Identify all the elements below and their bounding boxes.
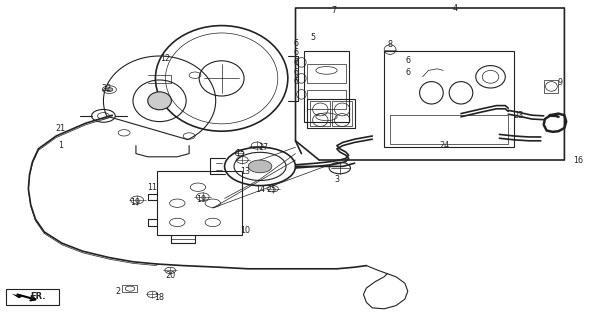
Bar bbox=[310, 101, 330, 126]
Ellipse shape bbox=[148, 92, 171, 110]
Bar bbox=[544, 80, 558, 93]
Text: 17: 17 bbox=[258, 143, 268, 152]
Text: 11: 11 bbox=[148, 183, 157, 192]
Polygon shape bbox=[12, 294, 22, 298]
Text: 5: 5 bbox=[311, 33, 316, 42]
Bar bbox=[307, 99, 355, 128]
Text: 2: 2 bbox=[116, 287, 121, 296]
Text: 22: 22 bbox=[101, 84, 112, 92]
Bar bbox=[390, 115, 508, 144]
Bar bbox=[384, 51, 514, 147]
Text: 6: 6 bbox=[293, 68, 298, 76]
Text: 1: 1 bbox=[58, 141, 63, 150]
Bar bbox=[307, 64, 346, 83]
Bar bbox=[6, 289, 59, 305]
Text: 14: 14 bbox=[255, 185, 265, 194]
Text: 23: 23 bbox=[514, 111, 524, 120]
Text: 8: 8 bbox=[388, 40, 392, 49]
Text: 6: 6 bbox=[405, 68, 410, 76]
Text: 12: 12 bbox=[160, 54, 171, 63]
Text: 13: 13 bbox=[241, 167, 250, 176]
Text: 19: 19 bbox=[196, 195, 206, 204]
Ellipse shape bbox=[248, 160, 272, 173]
Text: 6: 6 bbox=[293, 39, 298, 48]
Text: 6: 6 bbox=[405, 56, 410, 65]
Bar bbox=[304, 51, 349, 122]
Text: 6: 6 bbox=[293, 58, 298, 67]
Text: 7: 7 bbox=[332, 6, 336, 15]
Bar bbox=[157, 171, 242, 235]
Text: 15: 15 bbox=[235, 149, 245, 158]
Text: 25: 25 bbox=[267, 185, 277, 194]
Bar bbox=[332, 101, 352, 126]
Bar bbox=[307, 90, 346, 109]
Ellipse shape bbox=[106, 88, 113, 92]
Text: 9: 9 bbox=[558, 78, 563, 87]
Text: 4: 4 bbox=[453, 4, 457, 13]
Text: 20: 20 bbox=[165, 271, 176, 280]
Text: 6: 6 bbox=[293, 77, 298, 86]
Text: 10: 10 bbox=[241, 226, 250, 235]
Text: 16: 16 bbox=[573, 156, 583, 164]
Text: 18: 18 bbox=[155, 293, 164, 302]
Text: 24: 24 bbox=[439, 141, 450, 150]
Text: 3: 3 bbox=[335, 175, 339, 184]
Text: 21: 21 bbox=[55, 124, 66, 132]
Bar bbox=[122, 285, 137, 292]
Text: 6: 6 bbox=[293, 48, 298, 57]
Text: FR.: FR. bbox=[31, 292, 46, 301]
Text: 19: 19 bbox=[129, 198, 140, 207]
